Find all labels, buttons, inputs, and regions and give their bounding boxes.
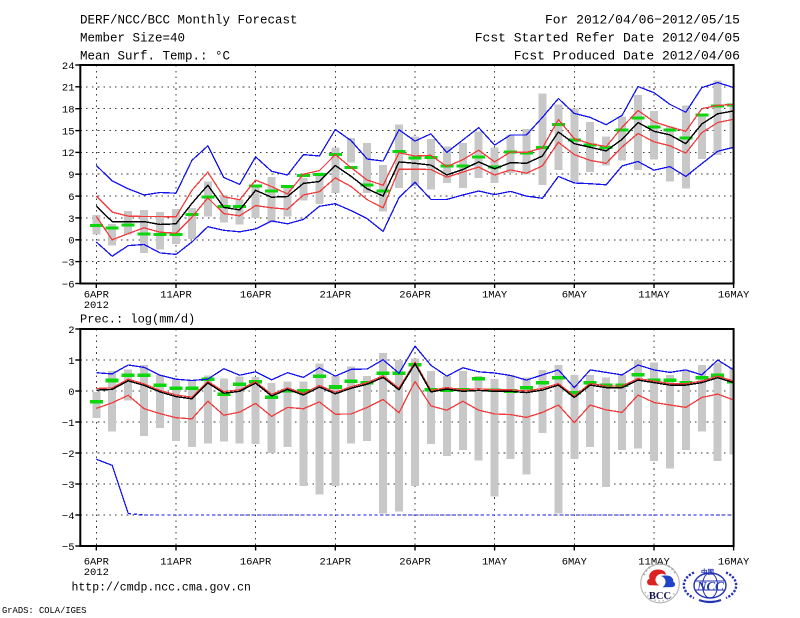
svg-text:26APR: 26APR [399, 556, 431, 568]
svg-text:21APR: 21APR [320, 556, 352, 568]
svg-text:16APR: 16APR [240, 556, 272, 568]
svg-text:−5: −5 [62, 542, 75, 554]
svg-text:6MAY: 6MAY [562, 289, 588, 301]
svg-text:Fcst Started Refer Date 2012/0: Fcst Started Refer Date 2012/04/05 [475, 31, 740, 46]
svg-text:11APR: 11APR [160, 556, 192, 568]
svg-text:2012: 2012 [84, 300, 109, 312]
svg-text:DERF/NCC/BCC Monthly Forecast: DERF/NCC/BCC Monthly Forecast [80, 13, 298, 27]
svg-text:21: 21 [62, 83, 75, 95]
svg-text:−1: −1 [62, 418, 75, 430]
svg-text:6: 6 [68, 192, 74, 204]
svg-text:GrADS: COLA/IGES: GrADS: COLA/IGES [2, 606, 86, 616]
svg-text:2012: 2012 [84, 567, 109, 579]
svg-text:NCC: NCC [696, 579, 724, 594]
svg-text:−6: −6 [62, 279, 75, 291]
svg-text:1MAY: 1MAY [482, 289, 508, 301]
svg-text:1: 1 [68, 356, 74, 368]
svg-text:0: 0 [68, 387, 74, 399]
svg-text:6APR: 6APR [84, 556, 110, 568]
svg-text:12: 12 [62, 148, 75, 160]
svg-text:1MAY: 1MAY [482, 556, 508, 568]
svg-text:For 2012/04/06−2012/05/15: For 2012/04/06−2012/05/15 [545, 12, 740, 27]
svg-text:11APR: 11APR [160, 289, 192, 301]
svg-text:0: 0 [68, 236, 74, 248]
svg-text:15: 15 [62, 126, 75, 138]
svg-text:24: 24 [62, 61, 75, 73]
svg-text:18: 18 [62, 105, 75, 117]
svg-text:21APR: 21APR [320, 289, 352, 301]
svg-text:2: 2 [68, 325, 74, 337]
svg-text:−2: −2 [62, 449, 75, 461]
svg-text:中国: 中国 [701, 567, 715, 576]
svg-text:Mean Surf. Temp.: °C: Mean Surf. Temp.: °C [80, 50, 230, 64]
svg-text:−3: −3 [62, 257, 75, 269]
svg-text:16APR: 16APR [240, 289, 272, 301]
svg-text:Fcst Produced Date 2012/04/06: Fcst Produced Date 2012/04/06 [514, 49, 740, 64]
svg-text:6MAY: 6MAY [562, 556, 588, 568]
svg-text:http://cmdp.ncc.cma.gov.cn: http://cmdp.ncc.cma.gov.cn [72, 581, 251, 594]
svg-text:26APR: 26APR [399, 289, 431, 301]
svg-text:6APR: 6APR [84, 289, 110, 301]
svg-text:−4: −4 [62, 511, 75, 523]
svg-text:BCC: BCC [649, 591, 671, 602]
svg-text:9: 9 [68, 170, 74, 182]
svg-text:Member Size=40: Member Size=40 [80, 32, 185, 46]
svg-text:−3: −3 [62, 480, 75, 492]
svg-text:16MAY: 16MAY [718, 289, 750, 301]
svg-text:Prec.: log(mm/d): Prec.: log(mm/d) [80, 312, 195, 326]
svg-text:11MAY: 11MAY [638, 289, 670, 301]
svg-text:3: 3 [68, 214, 74, 226]
svg-text:16MAY: 16MAY [718, 556, 750, 568]
